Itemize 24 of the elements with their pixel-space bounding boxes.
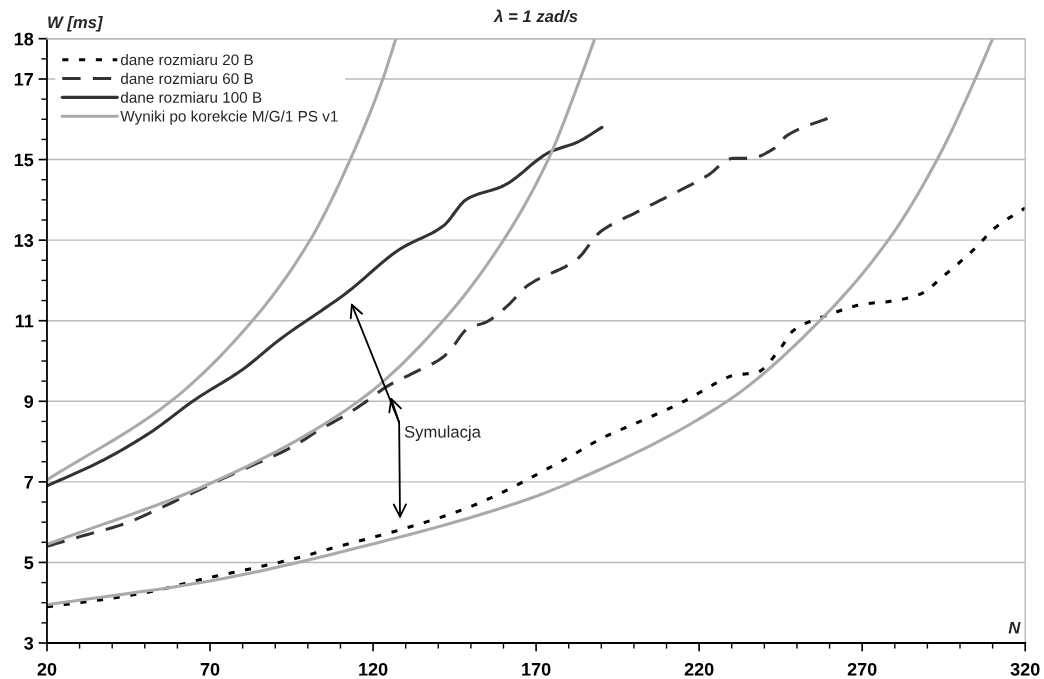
x-tick-label: 120 bbox=[359, 662, 388, 676]
y-tick-label: 13 bbox=[14, 234, 34, 247]
legend-label: dane rozmiaru 100 B bbox=[120, 91, 262, 103]
x-tick-label: 220 bbox=[684, 662, 714, 676]
x-tick-label: 270 bbox=[847, 662, 877, 676]
x-tick-label: 70 bbox=[200, 662, 220, 676]
y-tick-label: 5 bbox=[24, 556, 34, 570]
y-tick-label: 9 bbox=[24, 395, 34, 409]
legend-label: Wyniki po korekcie M/G/1 PS v1 bbox=[120, 110, 338, 125]
x-tick-label: 170 bbox=[522, 662, 551, 676]
y-tick-label: 11 bbox=[15, 314, 34, 328]
legend-label: dane rozmiaru 60 B bbox=[120, 72, 253, 85]
y-tick-label: 7 bbox=[24, 475, 33, 489]
y-tick-label: 3 bbox=[24, 636, 34, 650]
y-axis-title: W [ms] bbox=[48, 15, 103, 32]
x-tick-label: 20 bbox=[37, 662, 57, 676]
x-tick-label: 320 bbox=[1010, 662, 1040, 676]
x-axis-title: N bbox=[1008, 622, 1021, 634]
annotation: Symulacja bbox=[404, 425, 481, 441]
legend-label: dane rozmiaru 20 B bbox=[120, 53, 253, 66]
y-tick-label: 15 bbox=[14, 153, 34, 167]
y-tick-label: 18 bbox=[14, 32, 34, 46]
y-tick-label: 17 bbox=[14, 73, 33, 86]
chart-title: λ = 1 zad/s bbox=[493, 9, 578, 23]
